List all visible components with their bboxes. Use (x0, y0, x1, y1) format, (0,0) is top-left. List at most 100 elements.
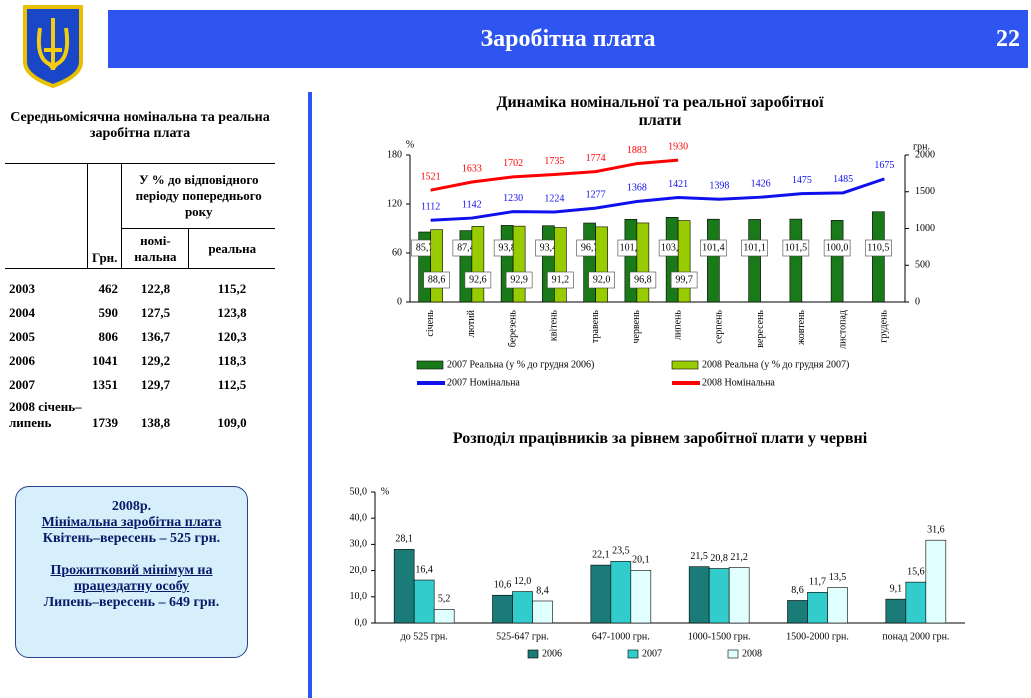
note-box: 2008р. Мінімальна заробітна плата Квітен… (15, 486, 248, 658)
legend-swatch (416, 360, 444, 370)
value-label: 11,7 (809, 577, 826, 588)
bar (925, 539, 947, 624)
wage-table: Грн. У % до відповідного періоду поперед… (5, 163, 275, 433)
bar (665, 217, 679, 303)
value-label-box (865, 239, 892, 257)
value-label: 100,0 (826, 242, 849, 253)
table-cell: 120,3 (217, 328, 247, 344)
value-label: 5,2 (438, 594, 451, 605)
emblem (23, 5, 83, 88)
value-label-box (505, 271, 533, 289)
y-tick-label: 50,0 (350, 486, 368, 497)
value-label: 1675 (874, 160, 894, 171)
value-label-box (588, 271, 615, 289)
table-cell: 129,7 (140, 376, 171, 392)
bar (492, 594, 513, 624)
value-label: 101,1 (743, 242, 766, 253)
value-label: 15,6 (907, 566, 925, 577)
value-label: 1735 (544, 156, 564, 167)
y-tick-label: 30,0 (350, 539, 368, 550)
legend-label: 2008 Реальна (у % до грудня 2007) (702, 359, 849, 370)
bar (830, 220, 844, 303)
value-label-box (823, 239, 851, 257)
line (430, 177, 885, 222)
value-label: 8,4 (536, 585, 549, 596)
value-label-box (782, 239, 810, 257)
y2-tick-label: 0 (915, 296, 920, 307)
table-cell: 129,2 (140, 352, 171, 368)
value-label: 93,4 (540, 242, 558, 253)
table-cell: 2003 (9, 280, 35, 296)
bar (807, 592, 828, 624)
bar (789, 218, 803, 303)
table-cell: 2004 (9, 304, 35, 320)
y-tick-label: 180 (387, 149, 402, 160)
y2-tick-label: 2000 (915, 149, 935, 160)
value-label: 1774 (586, 153, 606, 164)
value-label: 87,4 (457, 242, 475, 253)
value-label: 23,5 (612, 546, 630, 557)
value-label: 103,7 (661, 242, 684, 253)
table-cell: 2007 (9, 376, 35, 392)
table-row: 2007 1351 129,7 112,5 (5, 373, 275, 397)
bar (595, 226, 608, 303)
value-label: 101,4 (702, 242, 725, 253)
table-cell: 1041 (91, 352, 118, 368)
x-tick-label: липень (672, 310, 683, 340)
x-tick-label: 1500-2000 грн. (786, 631, 849, 642)
value-label: 1485 (833, 174, 853, 185)
value-label: 9,1 (890, 583, 903, 594)
bar (583, 222, 596, 303)
bar (728, 567, 750, 624)
value-label: 1930 (668, 141, 688, 152)
y-tick-label: 60 (392, 247, 402, 258)
x-tick-label: червень (631, 310, 642, 344)
value-label: 92,6 (469, 274, 487, 285)
x-tick-label: 1000-1500 грн. (688, 631, 751, 642)
y2-tick-label: 1500 (915, 186, 935, 197)
x-tick-label: жовтень (796, 310, 807, 346)
bar (688, 566, 710, 624)
value-label: 1633 (462, 163, 482, 174)
table-cell: 2008 січень–липень (9, 398, 82, 430)
bar (500, 225, 514, 303)
table-row: 2005 806 136,7 120,3 (5, 325, 275, 349)
table-cell: 118,3 (217, 352, 247, 368)
bar (413, 579, 435, 624)
bar (708, 568, 730, 624)
table-row: 2004 590 127,5 123,8 (5, 301, 275, 325)
value-label: 101,5 (785, 242, 808, 253)
bar (885, 598, 907, 624)
x-tick-label: серпень (714, 310, 725, 344)
table-cell: 2005 (9, 328, 35, 344)
table-cell: 462 (98, 280, 118, 296)
y-tick-label: 0 (397, 296, 402, 307)
chart-title: Розподіл працівників за рівнем заробітно… (452, 430, 868, 447)
value-label-box (629, 271, 657, 289)
table-title: Середньомісячна номінальна та реальна за… (10, 110, 270, 141)
value-label: 28,1 (395, 534, 413, 545)
bar (630, 570, 652, 624)
line (430, 158, 679, 192)
table-row: 2006 1041 129,2 118,3 (5, 349, 275, 373)
th-nominal: номі-нальна (121, 228, 190, 269)
bar (554, 227, 567, 303)
bar (433, 609, 455, 624)
bar (512, 225, 526, 303)
table-cell: 123,8 (217, 304, 247, 320)
value-label-box (741, 239, 768, 257)
y-tick-label: 120 (387, 198, 402, 209)
value-label: 13,5 (829, 572, 847, 583)
bar (393, 549, 415, 624)
value-label: 31,6 (927, 525, 945, 536)
bar (532, 600, 553, 624)
value-label: 92,0 (593, 274, 611, 285)
value-label: 1277 (586, 189, 606, 200)
value-label: 1398 (709, 181, 729, 192)
th-real: реальна (208, 240, 257, 256)
table-cell: 127,5 (140, 304, 171, 320)
y-axis-label: % (406, 139, 414, 150)
value-label: 22,1 (592, 549, 610, 560)
legend-swatch (671, 360, 699, 370)
